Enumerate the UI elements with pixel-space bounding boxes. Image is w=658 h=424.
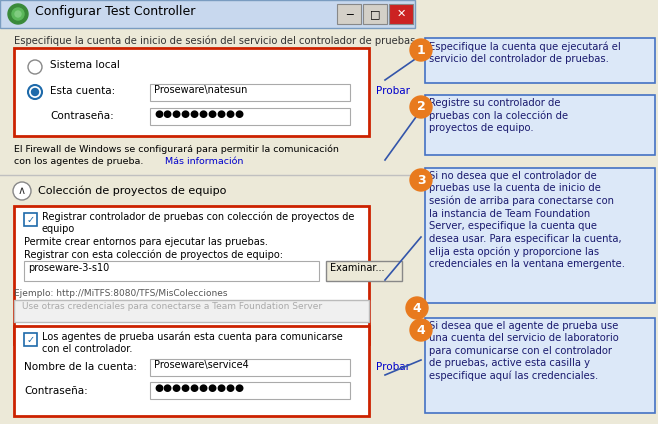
- Text: ●●●●●●●●●●: ●●●●●●●●●●: [154, 109, 244, 119]
- Bar: [0, 0, 415, 424]
- Text: Especifique la cuenta que ejecutará el
servicio del controlador de pruebas.: Especifique la cuenta que ejecutará el s…: [429, 41, 620, 64]
- Text: 3: 3: [417, 173, 425, 187]
- Bar: [363, 4, 387, 24]
- Bar: [150, 108, 350, 125]
- Circle shape: [410, 169, 432, 191]
- Circle shape: [8, 4, 28, 24]
- Text: Probar: Probar: [376, 86, 410, 96]
- Text: Probar: Probar: [376, 362, 410, 372]
- Bar: [14, 300, 369, 322]
- Circle shape: [13, 182, 31, 200]
- Text: □: □: [370, 9, 380, 19]
- Circle shape: [406, 297, 428, 319]
- Text: Proseware\service4: Proseware\service4: [154, 360, 249, 370]
- Bar: [425, 318, 655, 413]
- Circle shape: [28, 60, 42, 74]
- Bar: [150, 84, 350, 101]
- Text: Colección de proyectos de equipo: Colección de proyectos de equipo: [38, 185, 226, 195]
- Bar: [337, 4, 361, 24]
- Text: Contraseña:: Contraseña:: [50, 111, 114, 121]
- Bar: [24, 261, 319, 281]
- Bar: [14, 206, 369, 344]
- Bar: [150, 359, 350, 376]
- Text: ✓: ✓: [26, 215, 35, 224]
- Bar: [425, 38, 655, 83]
- Text: Más información: Más información: [165, 157, 243, 166]
- Text: Examinar...: Examinar...: [330, 263, 384, 273]
- Text: 4: 4: [413, 301, 421, 315]
- Bar: [14, 326, 369, 416]
- Text: Sistema local: Sistema local: [50, 60, 120, 70]
- Circle shape: [410, 96, 432, 118]
- Bar: [326, 261, 402, 281]
- Text: Permite crear entornos para ejecutar las pruebas.: Permite crear entornos para ejecutar las…: [24, 237, 268, 247]
- Text: 1: 1: [417, 44, 425, 56]
- Text: Los agentes de prueba usarán esta cuenta para comunicarse: Los agentes de prueba usarán esta cuenta…: [42, 332, 343, 343]
- Text: ✕: ✕: [396, 9, 406, 19]
- Text: Esta cuenta:: Esta cuenta:: [50, 86, 115, 96]
- Circle shape: [410, 319, 432, 341]
- Text: proseware-3-s10: proseware-3-s10: [28, 263, 109, 273]
- Text: El Firewall de Windows se configurará para permitir la comunicación: El Firewall de Windows se configurará pa…: [14, 144, 339, 153]
- Circle shape: [410, 39, 432, 61]
- Text: 2: 2: [417, 100, 425, 114]
- Circle shape: [32, 89, 39, 95]
- Circle shape: [15, 11, 21, 17]
- Bar: [0, 0, 415, 28]
- Text: Si desea que el agente de prueba use
una cuenta del servicio de laboratorio
para: Si desea que el agente de prueba use una…: [429, 321, 619, 381]
- Text: Ejemplo: http://MiTFS:8080/TFS/MisColecciones: Ejemplo: http://MiTFS:8080/TFS/MisColecc…: [14, 289, 228, 298]
- Text: ─: ─: [345, 9, 353, 19]
- Text: Registrar con esta colección de proyectos de equipo:: Registrar con esta colección de proyecto…: [24, 250, 283, 260]
- Text: Proseware\natesun: Proseware\natesun: [154, 85, 247, 95]
- Text: ●●●●●●●●●●: ●●●●●●●●●●: [154, 383, 244, 393]
- Bar: [24, 333, 37, 346]
- Circle shape: [28, 85, 42, 99]
- Text: con los agentes de prueba.: con los agentes de prueba.: [14, 157, 146, 166]
- Text: ✓: ✓: [26, 335, 35, 344]
- Text: Registre su controlador de
pruebas con la colección de
proyectos de equipo.: Registre su controlador de pruebas con l…: [429, 98, 568, 134]
- Bar: [14, 48, 369, 136]
- Bar: [150, 382, 350, 399]
- Text: ∧: ∧: [18, 186, 26, 196]
- Text: 4: 4: [417, 324, 425, 337]
- Text: Nombre de la cuenta:: Nombre de la cuenta:: [24, 362, 137, 372]
- Bar: [425, 95, 655, 155]
- Text: Contraseña:: Contraseña:: [24, 386, 88, 396]
- Bar: [24, 213, 37, 226]
- Text: Registrar controlador de pruebas con colección de proyectos de: Registrar controlador de pruebas con col…: [42, 212, 355, 223]
- Text: Configurar Test Controller: Configurar Test Controller: [35, 5, 195, 18]
- Bar: [425, 168, 655, 303]
- Text: equipo: equipo: [42, 224, 75, 234]
- Bar: [389, 4, 413, 24]
- Text: Si no desea que el controlador de
pruebas use la cuenta de inicio de
sesión de a: Si no desea que el controlador de prueba…: [429, 171, 625, 269]
- Text: con el controlador.: con el controlador.: [42, 344, 132, 354]
- Circle shape: [12, 8, 24, 20]
- Text: Use otras credenciales para conectarse a Team Foundation Server: Use otras credenciales para conectarse a…: [22, 302, 322, 311]
- Text: Especifique la cuenta de inicio de sesión del servicio del controlador de prueba: Especifique la cuenta de inicio de sesió…: [14, 36, 415, 47]
